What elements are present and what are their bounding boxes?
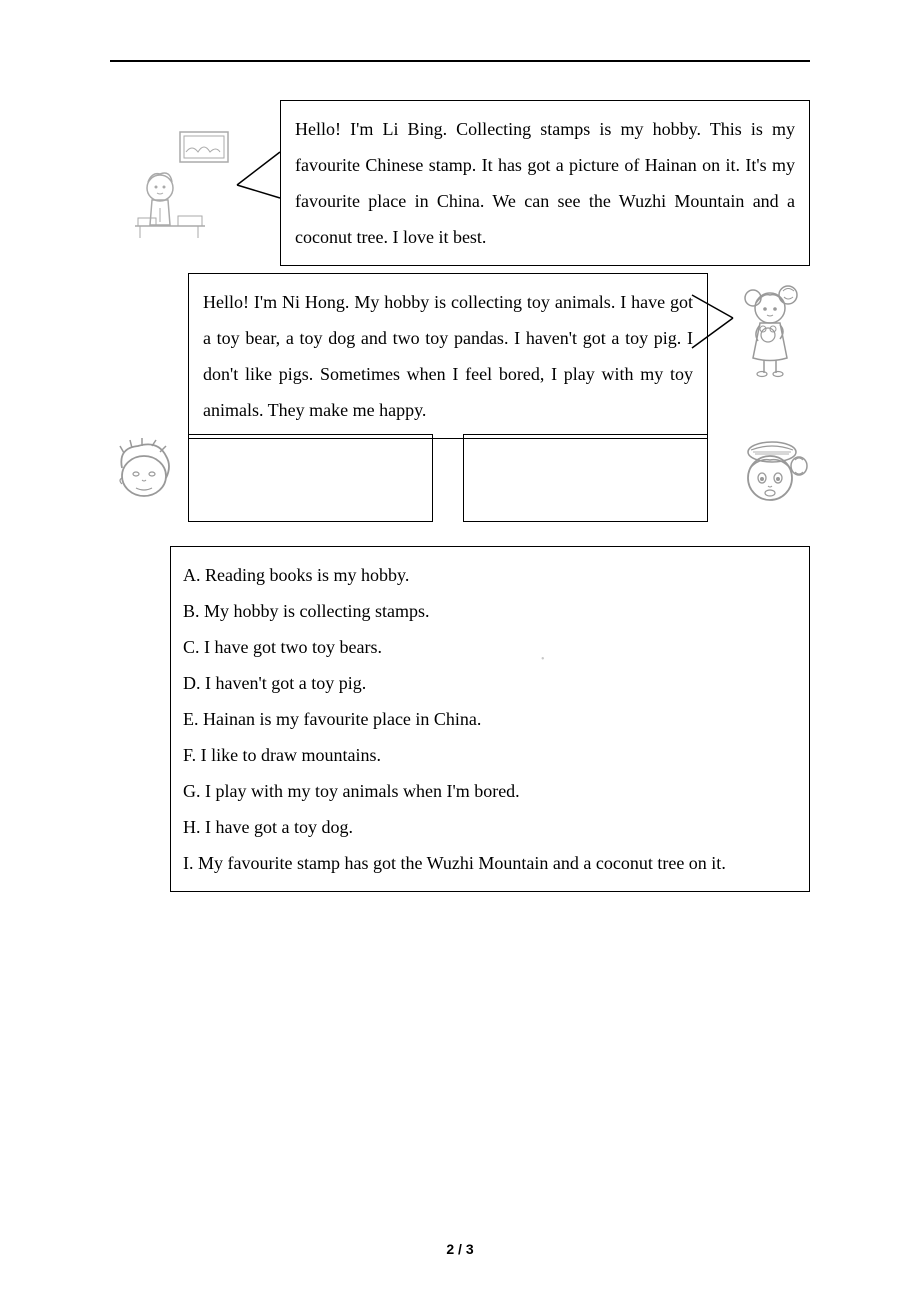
header-rule <box>110 60 810 62</box>
page-footer: 2 / 3 <box>0 1241 920 1257</box>
options-box: A. Reading books is my hobby. B. My hobb… <box>170 546 810 892</box>
option-b: B. My hobby is collecting stamps. <box>183 593 797 629</box>
boy-with-stamp-icon <box>130 130 250 250</box>
girl-head-icon <box>735 438 810 508</box>
page-container: Hello! I'm Li Bing. Collecting stamps is… <box>110 60 810 852</box>
speech-pointer-1-icon <box>235 150 285 200</box>
option-a: A. Reading books is my hobby. <box>183 557 797 593</box>
content-area: Hello! I'm Li Bing. Collecting stamps is… <box>110 100 810 892</box>
option-i: I. My favourite stamp has got the Wuzhi … <box>183 845 797 881</box>
row-3 <box>110 438 810 528</box>
option-h: H. I have got a toy dog. <box>183 809 797 845</box>
watermark-dot: • <box>541 650 545 670</box>
option-d: D. I haven't got a toy pig. <box>183 665 797 701</box>
option-g: G. I play with my toy animals when I'm b… <box>183 773 797 809</box>
row-1: Hello! I'm Li Bing. Collecting stamps is… <box>110 100 810 255</box>
answer-box-left[interactable] <box>188 434 433 522</box>
option-e: E. Hainan is my favourite place in China… <box>183 701 797 737</box>
passage-box-2: Hello! I'm Ni Hong. My hobby is collecti… <box>188 273 708 439</box>
row-2: Hello! I'm Ni Hong. My hobby is collecti… <box>110 273 810 428</box>
page-number: 2 / 3 <box>446 1241 473 1257</box>
option-c: C. I have got two toy bears. <box>183 629 797 665</box>
girl-with-toy-icon <box>728 283 818 378</box>
answer-box-right[interactable] <box>463 434 708 522</box>
option-f: F. I like to draw mountains. <box>183 737 797 773</box>
passage-box-1: Hello! I'm Li Bing. Collecting stamps is… <box>280 100 810 266</box>
boy-head-icon <box>110 438 180 508</box>
